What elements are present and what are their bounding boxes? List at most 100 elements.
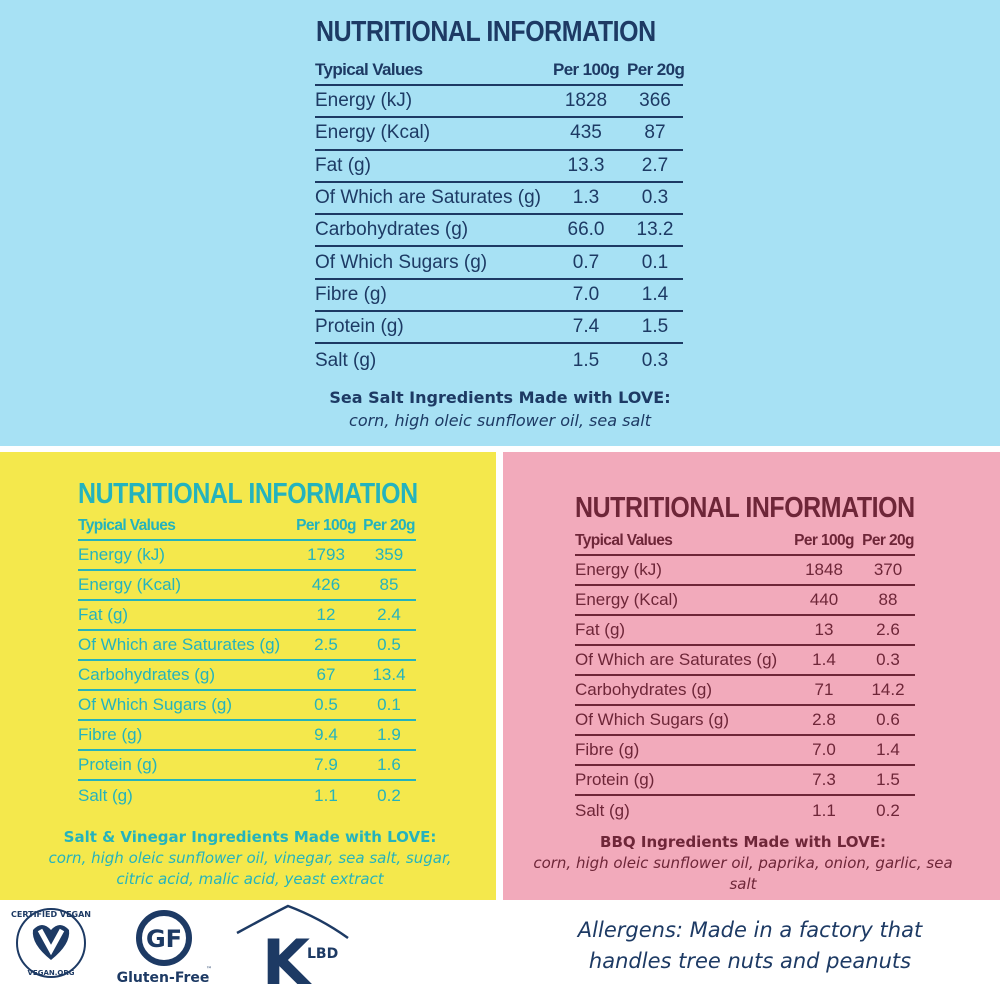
- nutrient-value: 85: [379, 575, 399, 594]
- nutrient-value: 370: [873, 560, 903, 579]
- column-header: Per 20g: [627, 60, 685, 79]
- nutrient-label: Of Which Sugars (g): [315, 251, 488, 273]
- nutrient-value: 1.1: [812, 801, 836, 820]
- column-header: Per 100g: [296, 517, 356, 534]
- svg-text:K: K: [262, 926, 312, 990]
- nutrient-value: 2.6: [876, 620, 900, 639]
- nutrient-value: 0.3: [641, 187, 669, 209]
- ingredients-list: corn, high oleic sunflower oil, paprika,…: [533, 854, 953, 893]
- panel-title: NUTRITIONAL INFORMATION: [78, 478, 418, 510]
- nutrient-value: 2.7: [641, 154, 669, 176]
- nutrient-value: 7.9: [314, 755, 338, 774]
- nutrient-label: Fibre (g): [315, 283, 387, 305]
- svg-text:™: ™: [206, 966, 212, 973]
- table-row: Energy (Kcal) 440 88: [575, 586, 915, 616]
- table-row: Fat (g) 13.3 2.7: [315, 151, 683, 183]
- nutrient-value: 13: [814, 620, 834, 639]
- nutrient-value: 1.6: [377, 755, 401, 774]
- nutrient-label: Energy (kJ): [575, 560, 662, 579]
- nutrient-value: 67: [316, 665, 336, 684]
- column-header: Typical Values: [575, 532, 673, 549]
- nutrient-value: 1.4: [876, 740, 900, 759]
- nutrient-value: 0.1: [377, 695, 401, 714]
- nutrient-value: 359: [374, 545, 404, 564]
- table-row: Protein (g) 7.3 1.5: [575, 766, 915, 796]
- ingredients-heading: BBQ Ingredients Made with LOVE:: [600, 833, 886, 851]
- nutrient-value: 366: [639, 90, 671, 112]
- nutrient-label: Fibre (g): [575, 740, 640, 759]
- nutrient-value: 0.3: [876, 650, 900, 669]
- sea-salt-panel: NUTRITIONAL INFORMATION Typical Values Per…: [0, 0, 1000, 446]
- column-header: Typical Values: [315, 60, 423, 79]
- bbq-panel: NUTRITIONAL INFORMATION Typical Values Per…: [503, 452, 1000, 900]
- column-header: Per 100g: [794, 532, 854, 549]
- table-row: Carbohydrates (g) 66.0 13.2: [315, 215, 683, 248]
- nutrient-value: 7.0: [812, 740, 836, 759]
- nutrient-label: Protein (g): [575, 770, 655, 789]
- table-row: Fibre (g) 9.4 1.9: [78, 721, 416, 751]
- nutrient-value: 88: [878, 590, 898, 609]
- nutrient-value: 0.2: [876, 801, 900, 820]
- nutrient-value: 7.4: [572, 316, 600, 338]
- table-header: Typical Values Per 100g Per 20g: [575, 528, 915, 556]
- nutrient-label: Protein (g): [78, 755, 158, 774]
- ingredients-list: corn, high oleic sunflower oil, vinegar,…: [48, 849, 452, 888]
- nutrient-label: Fat (g): [78, 605, 129, 624]
- table-row: Salt (g) 1.1 0.2: [78, 781, 416, 811]
- nutrient-label: Fibre (g): [78, 725, 143, 744]
- nutrient-label: Of Which are Saturates (g): [315, 187, 541, 209]
- svg-text:CERTIFIED VEGAN: CERTIFIED VEGAN: [11, 910, 91, 919]
- nutrient-value: 71: [814, 680, 834, 699]
- svg-text:GF: GF: [146, 925, 182, 953]
- table-row: Energy (kJ) 1793 359: [78, 541, 416, 571]
- table-row: Energy (Kcal) 435 87: [315, 118, 683, 151]
- nutrient-value: 1.4: [812, 650, 836, 669]
- nutrient-value: 12: [316, 605, 336, 624]
- table-row: Energy (kJ) 1828 366: [315, 86, 683, 119]
- column-header: Per 20g: [363, 517, 415, 534]
- nutrient-value: 0.5: [314, 695, 338, 714]
- column-header: Per 20g: [862, 532, 914, 549]
- nutrient-label: Energy (kJ): [315, 90, 413, 112]
- nutrient-value: 14.2: [871, 680, 905, 699]
- nutrient-value: 66.0: [567, 219, 605, 241]
- nutrient-value: 1.5: [572, 349, 600, 371]
- table-row: Of Which Sugars (g) 2.8 0.6: [575, 706, 915, 736]
- ingredients: Sea Salt Ingredients Made with LOVE: cor…: [300, 386, 700, 432]
- nutrient-value: 13.4: [372, 665, 406, 684]
- table-row: Fat (g) 13 2.6: [575, 616, 915, 646]
- nutrition-table: Typical Values Per 100g Per 20g Energy (kJ)…: [575, 528, 915, 826]
- nutrient-value: 426: [311, 575, 341, 594]
- table-row: Fibre (g) 7.0 1.4: [575, 736, 915, 766]
- panel-title: NUTRITIONAL INFORMATION: [316, 16, 656, 48]
- table-row: Energy (kJ) 1848 370: [575, 556, 915, 586]
- nutrient-label: Salt (g): [575, 801, 630, 820]
- nutrient-label: Protein (g): [315, 316, 404, 338]
- nutrient-value: 0.2: [377, 786, 401, 805]
- column-header: Typical Values: [78, 517, 176, 534]
- gluten-free-logo: GF Gluten-Free ™: [117, 910, 212, 986]
- nutrient-value: 0.5: [377, 635, 401, 654]
- nutrient-label: Energy (kJ): [78, 545, 165, 564]
- nutrient-label: Of Which Sugars (g): [78, 695, 232, 714]
- nutrient-value: 1.9: [377, 725, 401, 744]
- nutrition-table: Typical Values Per 100g Per 20g Energy (kJ)…: [315, 56, 685, 377]
- nutrient-value: 0.6: [876, 710, 900, 729]
- table-header: Typical Values Per 100g Per 20g: [78, 513, 416, 541]
- svg-text:LBD: LBD: [307, 946, 338, 962]
- nutrient-label: Salt (g): [315, 349, 377, 371]
- nutrient-label: Carbohydrates (g): [575, 680, 713, 699]
- table-row: Carbohydrates (g) 71 14.2: [575, 676, 915, 706]
- nutrient-label: Energy (Kcal): [315, 122, 431, 144]
- certified-vegan-logo: CERTIFIED VEGAN VEGAN.ORG: [11, 908, 91, 978]
- nutrient-value: 1793: [307, 545, 345, 564]
- nutrient-value: 13.3: [567, 154, 605, 176]
- table-row: Of Which Sugars (g) 0.5 0.1: [78, 691, 416, 721]
- allergens-statement: Allergens: Made in a factory that handle…: [577, 918, 923, 973]
- nutrient-value: 435: [570, 122, 602, 144]
- ingredients: BBQ Ingredients Made with LOVE: corn, hi…: [533, 832, 953, 895]
- nutrient-label: Energy (Kcal): [575, 590, 678, 609]
- kosher-lbd-logo: K LBD: [236, 904, 349, 990]
- nutrient-value: 1.5: [876, 770, 900, 789]
- nutrient-label: Fat (g): [315, 154, 371, 176]
